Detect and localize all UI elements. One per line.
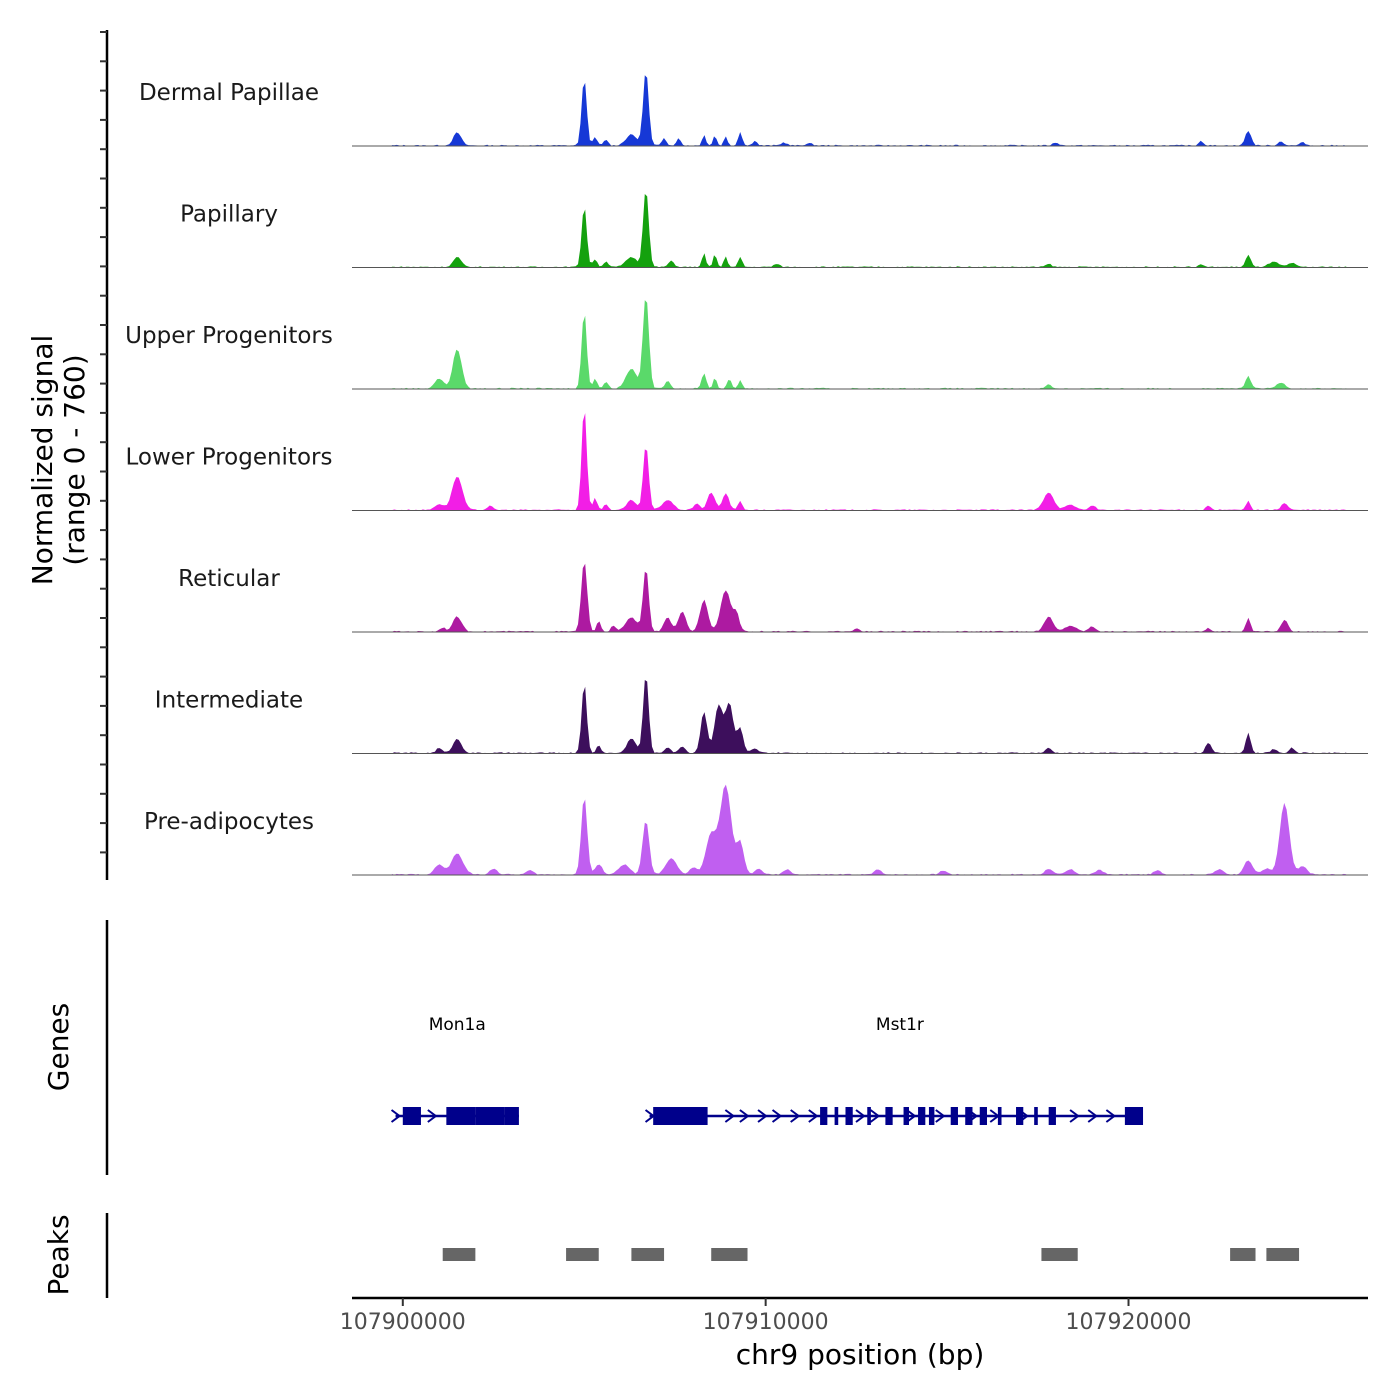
strand-arrow-mst1r [724, 1109, 736, 1123]
track-reticular: Reticular [178, 563, 1368, 633]
track-papillary: Papillary [180, 194, 1368, 268]
x-axis-title: chr9 position (bp) [736, 1338, 985, 1371]
track-signal-reticular [391, 563, 1347, 632]
y-axis-subtitle: (range 0 - 760) [58, 354, 91, 565]
strand-arrow-mst1r [1018, 1109, 1029, 1123]
strand-arrow-mst1r [771, 1109, 783, 1123]
track-label-dermal-papillae: Dermal Papillae [139, 80, 319, 106]
track-label-papillary: Papillary [180, 202, 278, 228]
peaks-panel-label: Peaks [42, 1214, 75, 1295]
gene-exon-mst1r [1048, 1107, 1056, 1125]
gene-label-mst1r: Mst1r [876, 1015, 924, 1035]
peak-region [631, 1248, 665, 1261]
strand-arrow-mst1r [935, 1109, 946, 1123]
track-signal-papillary [391, 194, 1347, 268]
gene-exon-mst1r [845, 1107, 853, 1125]
track-signal-intermediate [391, 680, 1347, 754]
gene-exon-mst1r [965, 1107, 973, 1125]
strand-arrow-mst1r [855, 1109, 866, 1123]
gene-exon-mst1r [1034, 1107, 1038, 1125]
genes-panel-label: Genes [42, 1003, 75, 1091]
track-label-reticular: Reticular [178, 566, 280, 592]
peak-region [711, 1248, 748, 1261]
gene-exon-mst1r [820, 1107, 828, 1125]
strand-arrow-mst1r [967, 1109, 979, 1123]
gene-mon1a: Mon1a [390, 1015, 519, 1125]
track-label-lower-progenitors: Lower Progenitors [126, 445, 333, 471]
strand-arrow-mst1r [906, 1109, 917, 1123]
track-label-upper-progenitors: Upper Progenitors [125, 323, 333, 349]
strand-arrow-mon1a [427, 1109, 438, 1123]
track-label-intermediate: Intermediate [155, 688, 303, 714]
gene-exon-mst1r [867, 1107, 871, 1125]
strand-arrow-mst1r [790, 1109, 801, 1123]
track-intermediate: Intermediate [155, 680, 1368, 754]
gene-exon-mon1a [402, 1107, 421, 1125]
x-tick-label: 107910000 [703, 1310, 829, 1335]
gene-exon-mon1a [475, 1107, 505, 1125]
gene-exon-mst1r [1016, 1107, 1024, 1125]
x-tick-label: 107900000 [340, 1310, 466, 1335]
gene-mst1r: Mst1r [644, 1015, 1144, 1125]
peak-region [1266, 1248, 1300, 1261]
gene-exon-mon1a [504, 1107, 519, 1125]
gene-exon-mst1r [903, 1107, 909, 1125]
gene-label-mon1a: Mon1a [429, 1015, 486, 1035]
strand-arrow-mst1r [1069, 1109, 1080, 1123]
strand-arrow-mon1a [390, 1109, 402, 1123]
track-signal-lower-progenitors [391, 413, 1347, 511]
gene-exon-mst1r [928, 1107, 935, 1125]
track-upper-progenitors: Upper Progenitors [125, 300, 1368, 390]
gene-track: Mon1a Mst1r [390, 1015, 1144, 1125]
strand-arrow-mst1r [989, 1109, 1000, 1123]
peak-track [442, 1248, 1300, 1261]
strand-arrow-mst1r [808, 1109, 819, 1123]
strand-arrow-mst1r [757, 1109, 768, 1123]
track-signal-dermal-papillae [391, 75, 1347, 146]
strand-arrow-mst1r [739, 1109, 750, 1123]
x-axis: 107900000 107910000 107920000 [340, 1296, 1368, 1335]
gene-exon-mon1a [446, 1107, 476, 1125]
track-label-pre-adipocytes: Pre-adipocytes [144, 809, 314, 835]
strand-arrow-mst1r [869, 1109, 881, 1123]
track-pre-adipocytes: Pre-adipocytes [144, 784, 1368, 876]
x-tick-label: 107920000 [1066, 1310, 1192, 1335]
gene-exon-mst1r [979, 1107, 987, 1125]
gene-exon-mst1r [950, 1107, 958, 1125]
coverage-tracks: Dermal Papillae Papillary Upper Progenitor… [125, 75, 1368, 876]
gene-exon-mst1r [653, 1107, 708, 1125]
gene-exon-mst1r [834, 1107, 839, 1125]
peak-region [1230, 1248, 1256, 1261]
y-axis-title: Normalized signal [26, 335, 59, 586]
strand-arrow-mst1r [1087, 1109, 1098, 1123]
strand-arrow-mst1r [644, 1109, 656, 1123]
peak-region [566, 1248, 599, 1261]
gene-exon-mst1r [885, 1107, 893, 1125]
gene-exon-mst1r [918, 1107, 926, 1125]
signal-y-axis [100, 30, 109, 880]
strand-arrow-mst1r [1105, 1109, 1117, 1123]
peak-region [1041, 1248, 1078, 1261]
track-signal-upper-progenitors [391, 300, 1347, 389]
peak-region [442, 1248, 476, 1261]
track-dermal-papillae: Dermal Papillae [139, 75, 1368, 147]
gene-exon-mst1r [1124, 1107, 1144, 1125]
track-lower-progenitors: Lower Progenitors [126, 413, 1368, 511]
track-signal-pre-adipocytes [391, 784, 1347, 875]
